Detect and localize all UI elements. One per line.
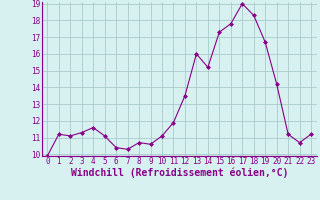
X-axis label: Windchill (Refroidissement éolien,°C): Windchill (Refroidissement éolien,°C) (70, 168, 288, 178)
